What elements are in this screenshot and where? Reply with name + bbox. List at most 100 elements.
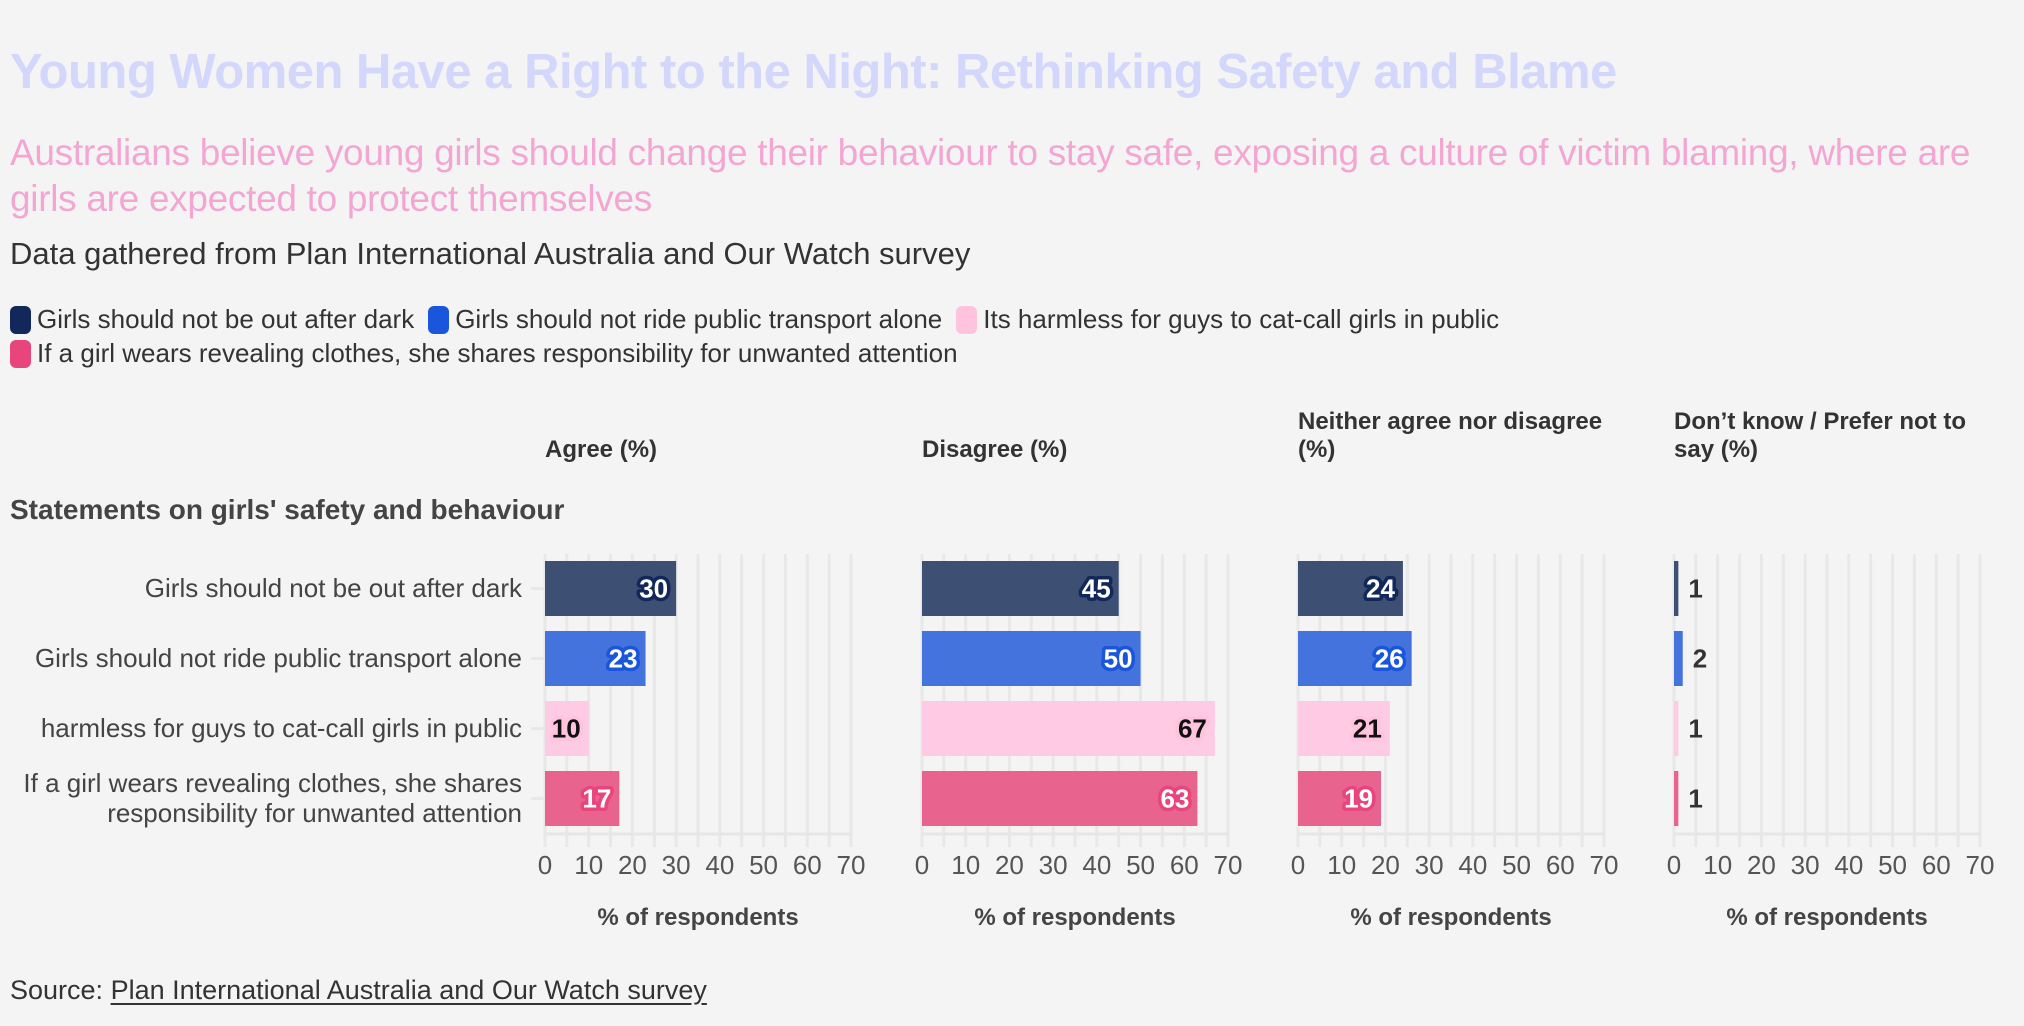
panel-title-line: Neither agree nor disagree <box>1298 408 1603 435</box>
panel-title-dont-know: Don’t know / Prefer not to say (%) <box>1674 408 2014 464</box>
bar <box>922 631 1141 686</box>
source-line: Source: Plan International Australia and… <box>10 975 707 1006</box>
x-tick-label: 30 <box>1038 850 1068 880</box>
x-tick-label: 40 <box>1082 850 1112 880</box>
panel-title-disagree: Disagree (%) <box>922 436 1262 464</box>
x-axis-title: % of respondents <box>597 904 799 931</box>
x-tick-label: 70 <box>1213 850 1243 880</box>
x-tick-label: 70 <box>836 850 866 880</box>
x-tick-label: 60 <box>792 850 822 880</box>
source-link[interactable]: Plan International Australia and Our Wat… <box>110 975 707 1005</box>
x-tick-label: 0 <box>1666 850 1682 880</box>
category-label-line: harmless for guys to cat-call girls in p… <box>40 713 522 743</box>
legend-item[interactable]: Its harmless for guys to cat-call girls … <box>956 304 1499 335</box>
x-tick-label: 10 <box>1703 850 1733 880</box>
category-label: harmless for guys to cat-call girls in p… <box>41 713 522 743</box>
legend-row-2: If a girl wears revealing clothes, she s… <box>10 338 972 369</box>
x-tick-label: 40 <box>705 850 735 880</box>
category-label: Girls should not ride public transport a… <box>35 643 522 673</box>
bar <box>545 701 589 756</box>
x-tick-label: 30 <box>1790 850 1820 880</box>
x-tick-label: 50 <box>1878 850 1908 880</box>
bar <box>1674 561 1679 616</box>
chart-subtitle: Australians believe young girls should c… <box>10 132 1971 219</box>
x-tick-label: 20 <box>1370 850 1400 880</box>
bar-value-label-halo: 19 <box>1344 784 1373 814</box>
legend-swatch <box>956 305 978 334</box>
legend-item[interactable]: Girls should not ride public transport a… <box>428 304 942 335</box>
x-tick-label: 70 <box>1589 850 1619 880</box>
panel-title-line: say (%) <box>1674 436 1759 463</box>
panel-title-neither: Neither agree nor disagree (%) <box>1298 408 1638 464</box>
bar-value-label-halo: 50 <box>1104 644 1133 674</box>
bar-value-label: 23 <box>609 644 638 674</box>
bar-value-label: 21 <box>1353 714 1382 744</box>
x-tick-label: 20 <box>994 850 1024 880</box>
legend-swatch <box>10 305 31 334</box>
bar <box>545 631 646 686</box>
bar <box>922 771 1198 826</box>
bar-value-label-halo: 21 <box>1353 714 1382 744</box>
panel-title-line: Agree (%) <box>545 436 658 463</box>
x-tick-label: 40 <box>1458 850 1488 880</box>
x-tick-label: 20 <box>1746 850 1776 880</box>
x-axis-title: % of respondents <box>1726 904 1928 931</box>
x-tick-label: 60 <box>1921 850 1951 880</box>
x-tick-label: 0 <box>537 850 553 880</box>
x-tick-label: 10 <box>574 850 604 880</box>
bar <box>1674 771 1679 826</box>
legend-item[interactable]: If a girl wears revealing clothes, she s… <box>10 338 958 369</box>
panel-title-line: (%) <box>1298 436 1336 463</box>
x-tick-label: 10 <box>951 850 981 880</box>
bar-value-label-halo: 17 <box>582 784 611 814</box>
bar-value-label-halo: 45 <box>1082 574 1111 604</box>
x-tick-label: 0 <box>914 850 930 880</box>
bar <box>545 771 620 826</box>
x-tick-label: 50 <box>1502 850 1532 880</box>
bar-value-label: 2 <box>1693 644 1707 674</box>
y-axis-title: Statements on girls' safety and behaviou… <box>10 494 565 525</box>
bar-value-label-halo: 26 <box>1375 644 1404 674</box>
legend-swatch <box>428 305 450 334</box>
chart-title: Young Women Have a Right to the Night: R… <box>10 45 1617 99</box>
panel-title-line: Disagree (%) <box>922 436 1068 463</box>
category-label: Girls should not be out after dark <box>145 573 522 603</box>
panel-title-agree: Agree (%) <box>545 436 885 464</box>
bar-value-label: 63 <box>1160 784 1189 814</box>
category-label-line: If a girl wears revealing clothes, she s… <box>23 768 522 798</box>
bar-value-label: 26 <box>1375 644 1404 674</box>
legend-item[interactable]: Girls should not be out after dark <box>10 304 414 335</box>
bar-value-label-halo: 10 <box>552 714 581 744</box>
x-tick-label: 50 <box>1126 850 1156 880</box>
bar <box>1298 561 1403 616</box>
bar-value-label: 24 <box>1366 574 1395 604</box>
x-tick-label: 0 <box>1290 850 1306 880</box>
bar-value-label: 30 <box>639 574 668 604</box>
x-tick-label: 50 <box>749 850 779 880</box>
legend-label: Girls should not be out after dark <box>37 304 415 334</box>
bar-value-label: 19 <box>1344 784 1373 814</box>
bar-value-label: 17 <box>582 784 611 814</box>
bar-value-label: 1 <box>1688 784 1702 814</box>
bar <box>545 561 677 616</box>
bar <box>1298 701 1390 756</box>
bar-value-label: 10 <box>552 714 581 744</box>
x-tick-label: 40 <box>1834 850 1864 880</box>
bar <box>922 561 1119 616</box>
bar <box>1674 701 1679 756</box>
bar <box>1674 631 1683 686</box>
bar <box>1298 631 1412 686</box>
bar-value-label-halo: 24 <box>1366 574 1395 604</box>
bar-value-label: 1 <box>1688 574 1702 604</box>
chart-description: Data gathered from Plan International Au… <box>10 236 971 271</box>
x-tick-label: 70 <box>1965 850 1995 880</box>
bar-value-label-halo: 63 <box>1160 784 1189 814</box>
legend-label: Girls should not ride public transport a… <box>455 304 943 334</box>
x-axis-title: % of respondents <box>1350 904 1552 931</box>
bar-value-label: 1 <box>1688 714 1702 744</box>
legend: Girls should not be out after dark Girls… <box>10 304 1513 335</box>
panel-title-line: Don’t know / Prefer not to <box>1674 408 1966 435</box>
bar-value-label-halo: 30 <box>639 574 668 604</box>
bar-value-label-halo: 23 <box>609 644 638 674</box>
